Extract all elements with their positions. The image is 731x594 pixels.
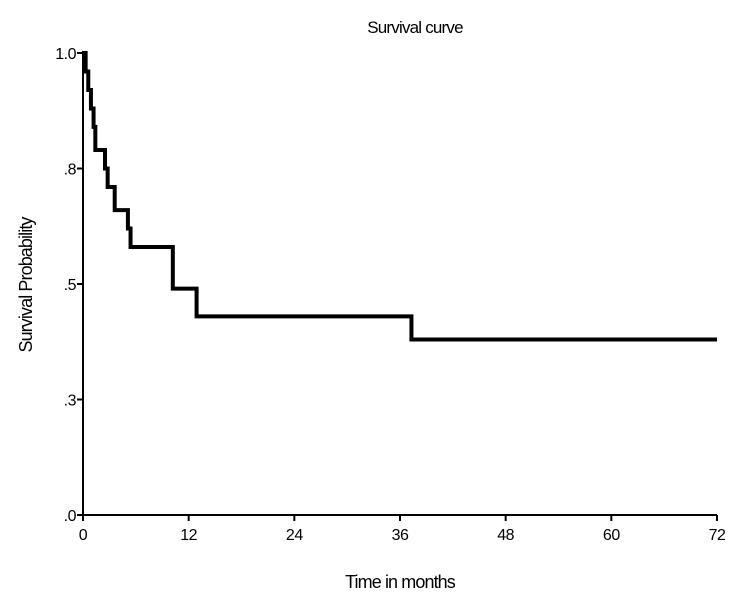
x-axis-title: Time in months	[345, 572, 456, 592]
chart-title: Survival curve	[367, 18, 463, 37]
y-tick-label: .0	[64, 508, 77, 525]
x-tick-label: 24	[286, 527, 303, 544]
x-tick-label: 12	[180, 527, 197, 544]
plot-area: 0 12 24 36 48 60 72 .0 .3 .5 .8 1.0	[55, 46, 726, 544]
y-tick-label: .3	[64, 393, 77, 410]
y-tick-label: .5	[64, 277, 77, 294]
survival-step-line	[83, 51, 717, 342]
x-tick-label: 60	[603, 527, 620, 544]
y-axis-title: Survival Probability	[16, 217, 36, 353]
y-tick-label: 1.0	[55, 46, 76, 63]
x-tick-label: 72	[709, 527, 726, 544]
x-tick-label: 48	[497, 527, 514, 544]
x-tick-label: 36	[392, 527, 409, 544]
x-tick-label: 0	[79, 527, 88, 544]
y-tick-label: .8	[64, 162, 77, 179]
